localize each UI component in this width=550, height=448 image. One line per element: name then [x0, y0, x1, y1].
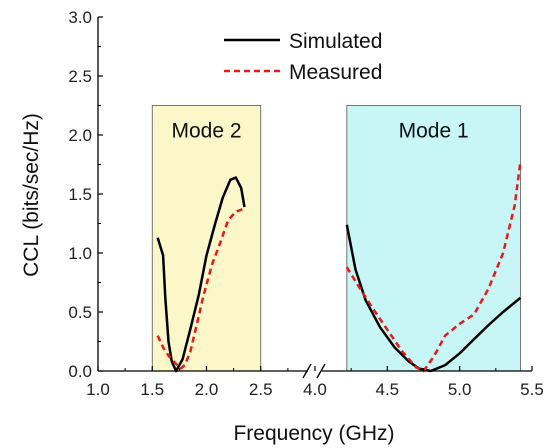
region-label-1: Mode 2 — [171, 120, 241, 143]
x-tick-label: 4.5 — [376, 380, 400, 399]
x-tick-label: 2.0 — [195, 380, 219, 399]
y-tick-label: 1.0 — [68, 244, 92, 263]
legend-label-measured: Measured — [289, 61, 382, 84]
axis-break-mark-left — [302, 363, 312, 379]
series-measured-segment-1 — [156, 208, 243, 370]
x-tick-label: 4.0 — [303, 380, 327, 399]
x-tick-label: 5.5 — [520, 380, 544, 399]
series-layer — [156, 161, 522, 373]
y-axis-title: CCL (bits/sec/Hz) — [20, 113, 43, 277]
x-axis-title: Frequency (GHz) — [233, 422, 394, 445]
y-tick-label: 1.5 — [68, 185, 92, 204]
region-label-2: Mode 1 — [399, 120, 469, 143]
y-tick-label: 3.0 — [68, 8, 92, 27]
x-tick-label: 2.5 — [249, 380, 273, 399]
legend: Simulated Measured — [224, 30, 382, 84]
x-tick-label: 5.0 — [448, 380, 472, 399]
highlight-regions: Mode 2 Mode 1 — [151, 105, 521, 372]
x-tick-label: 1.0 — [86, 380, 110, 399]
region-1 — [151, 105, 262, 372]
y-tick-label: 2.5 — [68, 67, 92, 86]
series-simulated-segment-1 — [156, 176, 246, 373]
series-measured-segment-2 — [345, 161, 522, 373]
region-2 — [346, 105, 521, 372]
y-tick-label: 2.0 — [68, 126, 92, 145]
legend-label-simulated: Simulated — [289, 30, 382, 53]
axis-break-mark-right — [316, 363, 326, 379]
x-tick-label: 1.5 — [140, 380, 164, 399]
y-tick-label: 0.5 — [68, 303, 92, 322]
y-tick-label: 0.0 — [68, 362, 92, 381]
axes: 0.0 0.5 1.0 1.5 2.0 2.5 3.0 1.0 1.5 2.0 2.5 4.0 4.5 5… — [68, 8, 543, 399]
